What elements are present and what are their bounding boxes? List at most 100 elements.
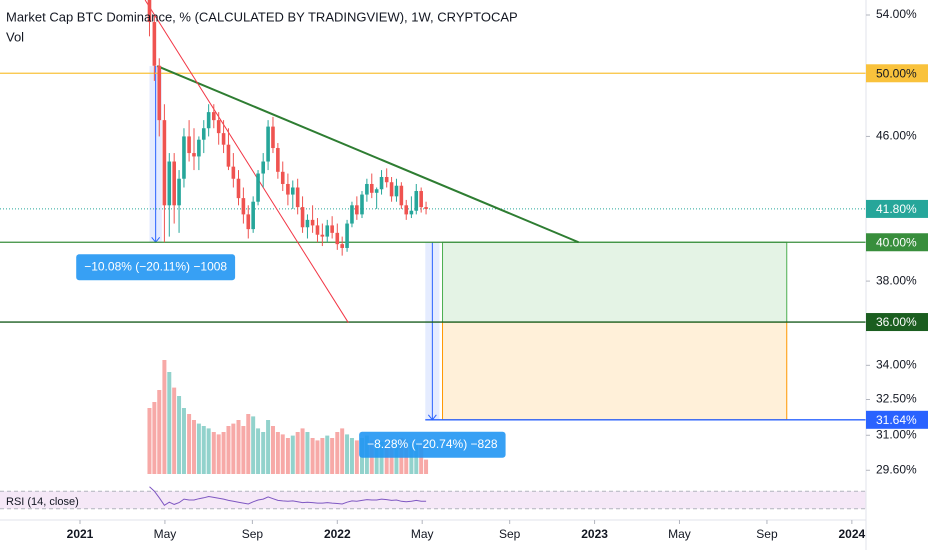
price-level-label: 31.64%	[876, 413, 917, 427]
x-tick-label: 2021	[67, 527, 94, 541]
candle-body	[152, 22, 157, 66]
volume-bar	[231, 423, 236, 474]
price-level-label: 50.00%	[876, 66, 917, 80]
candle-body	[310, 219, 315, 226]
volume-bar	[409, 442, 414, 474]
volume-bar	[152, 402, 157, 474]
candle-body	[167, 161, 172, 206]
volume-bar	[290, 435, 295, 474]
chart-title: Market Cap BTC Dominance, % (CALCULATED …	[6, 9, 518, 24]
volume-bar	[325, 435, 330, 474]
candle-body	[384, 176, 389, 183]
volume-bar	[295, 432, 300, 474]
candle-body	[409, 210, 414, 215]
volume-label: Vol	[6, 29, 24, 44]
candle-body	[315, 225, 320, 235]
candle-body	[271, 126, 275, 149]
candle-body	[187, 136, 191, 154]
volume-bar	[167, 372, 172, 474]
price-level-label: 41.80%	[876, 202, 917, 216]
volume-bar	[211, 432, 216, 474]
candle-body	[226, 144, 231, 167]
volume-bar	[275, 432, 280, 474]
candle-body	[360, 194, 364, 215]
x-tick-label: Sep	[499, 527, 521, 541]
candle-body	[345, 223, 349, 248]
volume-bar	[300, 428, 305, 474]
volume-bar	[345, 434, 350, 474]
price-level-tag	[866, 410, 928, 429]
candle-body	[276, 148, 280, 172]
candle-body	[394, 185, 399, 197]
y-tick-label: 46.00%	[876, 129, 917, 143]
candle-body	[419, 191, 423, 208]
volume-bar	[147, 408, 152, 474]
candle-body	[147, 0, 152, 23]
volume-bar	[320, 438, 325, 474]
candle-body	[241, 198, 246, 215]
volume-bar	[414, 444, 419, 474]
candle-body	[197, 139, 201, 157]
volume-bar	[256, 428, 261, 474]
candle-body	[330, 225, 334, 233]
volume-bar	[261, 432, 266, 474]
candle-body	[374, 189, 379, 193]
candle-body	[369, 183, 374, 193]
y-tick-label: 32.50%	[876, 392, 917, 406]
candle-body	[231, 166, 236, 179]
x-tick-label: Sep	[756, 527, 778, 541]
price-level-tag	[866, 199, 928, 218]
candle-body	[355, 205, 359, 215]
candle-body	[286, 183, 290, 195]
volume-bar	[157, 390, 162, 474]
volume-bar	[226, 426, 231, 474]
volume-bar	[196, 423, 201, 474]
volume-bar	[340, 428, 345, 474]
candle-body	[236, 178, 241, 199]
volume-bar	[162, 360, 167, 474]
volume-bar	[191, 420, 196, 474]
x-tick-label: Sep	[242, 527, 264, 541]
rsi-band	[0, 491, 866, 509]
candle-body	[424, 207, 428, 209]
volume-bar	[424, 459, 429, 474]
price-level-tag	[866, 233, 928, 252]
x-tick-label: 2023	[581, 527, 608, 541]
y-tick-label: 29.60%	[876, 462, 917, 476]
volume-bar	[172, 387, 177, 474]
candle-body	[280, 171, 285, 184]
candle-body	[206, 112, 211, 129]
volume-bar	[335, 432, 340, 474]
volume-bar	[305, 432, 310, 474]
volume-bar	[241, 426, 246, 474]
candle-body	[335, 232, 340, 245]
candle-body	[182, 136, 186, 179]
candle-body	[290, 187, 295, 195]
trendline	[144, 0, 349, 323]
y-tick-label: 54.00%	[876, 7, 917, 21]
measure-label-bg	[359, 431, 506, 458]
axes: 54.00% 46.00% 38.00% 34.00% 32.50% 31.00% 29.6…	[67, 7, 928, 541]
candle-body	[157, 65, 162, 121]
measure-label: −10.08% (−20.11%) −1008	[84, 259, 227, 273]
x-tick-label: 2024	[838, 527, 865, 541]
candle-body	[389, 182, 394, 197]
volume-bar	[216, 434, 221, 474]
candle-body	[162, 120, 167, 206]
y-tick-label: 31.00%	[876, 427, 917, 441]
price-level-label: 40.00%	[876, 235, 917, 249]
candle-body	[295, 187, 300, 208]
price-level-tag	[866, 64, 928, 83]
candle-body	[216, 120, 221, 134]
candle-body	[246, 214, 251, 230]
volume-bar	[349, 438, 354, 474]
y-tick-label: 38.00%	[876, 273, 917, 287]
volume-bar	[384, 444, 389, 474]
volume-bar	[181, 408, 186, 474]
candle-body	[261, 161, 265, 174]
candle-body	[404, 205, 409, 215]
candle-body	[221, 133, 226, 145]
volume-bar	[236, 420, 241, 474]
measure-label: −8.28% (−20.74%) −828	[367, 437, 498, 451]
